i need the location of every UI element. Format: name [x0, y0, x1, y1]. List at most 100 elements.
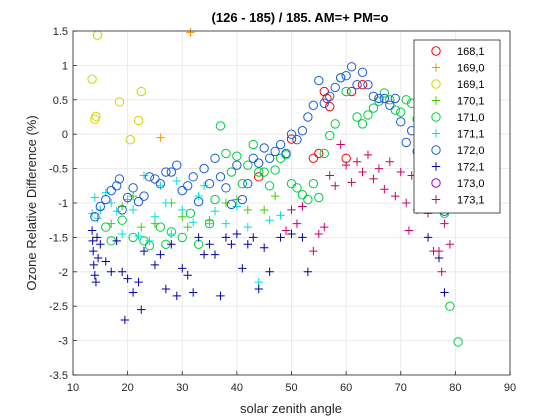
legend: 168,1 169,0 169,1 170,1 171,0 171,1 172,0 172,1… [413, 39, 501, 214]
data-point [308, 179, 319, 189]
data-point [303, 112, 313, 122]
legend-marker [431, 129, 441, 138]
data-point [137, 305, 146, 314]
data-point [270, 191, 280, 201]
data-point [167, 229, 176, 239]
data-point [297, 126, 308, 136]
data-point [396, 167, 405, 177]
y-tick-label: -2.5 [49, 301, 68, 313]
data-point [314, 229, 324, 239]
data-point [396, 117, 406, 127]
data-point [125, 135, 136, 145]
data-point [298, 233, 307, 242]
legend-marker [431, 79, 441, 89]
x-tick-label: 40 [231, 382, 243, 394]
data-point [346, 62, 357, 72]
data-point [440, 288, 449, 297]
data-point [259, 167, 269, 177]
data-point [330, 82, 340, 93]
data-point [259, 143, 269, 153]
data-point [186, 28, 195, 37]
data-point [161, 284, 171, 294]
data-point [335, 73, 346, 83]
data-point [385, 100, 395, 111]
data-point [117, 229, 127, 239]
data-point [270, 146, 280, 157]
data-point [90, 212, 100, 222]
data-point [156, 133, 165, 142]
data-point [264, 181, 275, 191]
data-point [374, 93, 384, 104]
data-point [112, 236, 121, 246]
data-point [128, 191, 138, 201]
data-point [232, 160, 242, 170]
data-point [445, 301, 455, 311]
data-point [292, 135, 302, 145]
y-tick-label: 0 [62, 129, 68, 141]
data-point [380, 185, 389, 194]
data-point [117, 267, 127, 276]
data-point [276, 211, 285, 220]
data-point [128, 205, 138, 215]
data-point [226, 167, 237, 177]
data-point [352, 79, 362, 90]
data-point [259, 243, 269, 252]
legend-label: 168,1 [457, 46, 485, 58]
data-point [199, 163, 209, 174]
data-point [101, 194, 111, 205]
y-tick-label: 1 [62, 60, 68, 72]
data-point [106, 185, 116, 196]
data-point [226, 199, 237, 210]
data-point [396, 107, 406, 117]
data-point [297, 190, 308, 200]
data-point [150, 212, 160, 221]
data-point [264, 153, 275, 163]
data-point [134, 231, 143, 241]
data-point [139, 246, 149, 256]
y-tick-label: 0.5 [53, 95, 68, 107]
data-point [93, 213, 102, 223]
data-point [237, 194, 248, 205]
data-point [161, 167, 171, 177]
series-172-0 [90, 62, 450, 222]
data-point [205, 219, 214, 228]
data-point [136, 86, 146, 97]
data-point [341, 160, 351, 170]
data-point [221, 198, 231, 208]
data-point [193, 196, 204, 207]
data-point [346, 86, 357, 97]
data-point [265, 216, 274, 225]
data-point [232, 151, 242, 161]
data-point [178, 205, 187, 215]
data-point [237, 179, 248, 189]
legend-box [413, 39, 501, 214]
data-point [390, 93, 400, 104]
data-point [91, 277, 101, 287]
y-tick-label: -2 [58, 267, 68, 279]
data-point [347, 178, 356, 187]
x-tick-label: 90 [504, 382, 516, 394]
legend-label: 172,0 [457, 145, 485, 157]
data-point [87, 74, 97, 84]
data-point [210, 250, 220, 259]
data-point [114, 174, 125, 184]
data-point [401, 95, 411, 105]
data-point [194, 191, 203, 201]
series-173-1 [281, 140, 455, 276]
data-point [319, 86, 329, 97]
data-point [352, 112, 362, 122]
data-point [243, 205, 252, 215]
series-168-1 [254, 79, 368, 182]
data-point [112, 207, 121, 216]
data-point [248, 139, 258, 150]
data-point [155, 179, 166, 189]
data-point [369, 174, 378, 184]
axis-ticks: 10 20 30 40 50 60 70 80 90 1.5 1 0.5 0 -0.5 -1 -1.5 -2 -2… [49, 26, 516, 394]
data-point [210, 207, 220, 216]
data-point [357, 67, 368, 77]
x-tick-label: 80 [449, 382, 461, 394]
data-point [91, 111, 101, 122]
data-point [254, 167, 264, 177]
data-point [314, 148, 324, 159]
data-point [227, 240, 236, 249]
